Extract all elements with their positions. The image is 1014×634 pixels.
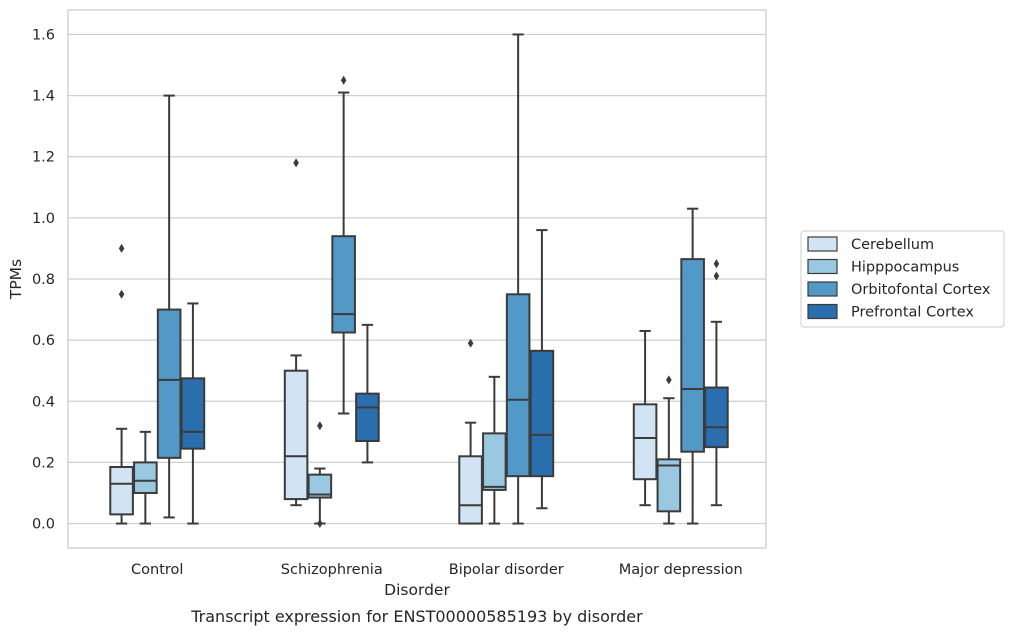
outlier-point <box>317 421 323 431</box>
box-3-0 <box>632 329 658 507</box>
outlier-point <box>118 289 125 299</box>
box-body <box>307 473 333 499</box>
outlier-point <box>467 338 474 348</box>
box-body <box>458 455 483 525</box>
legend-swatch <box>807 236 838 252</box>
box-1-0 <box>283 158 309 507</box>
x-tick-label: Bipolar disorder <box>449 562 564 578</box>
box-body <box>505 293 531 478</box>
x-tick-labels: Control Schizophrenia Bipolar disorder Majo… <box>131 562 743 578</box>
box-1-1 <box>307 421 333 529</box>
box-3-2 <box>680 207 705 525</box>
box-2-1 <box>482 375 507 525</box>
box-0-3 <box>180 302 206 525</box>
legend-frame <box>800 230 1005 328</box>
box-body <box>704 386 729 449</box>
outlier-point <box>118 243 125 253</box>
x-tick-label: Control <box>131 562 183 578</box>
y-tick-label: 0.2 <box>32 455 55 471</box>
y-tick-label: 1.4 <box>32 89 55 105</box>
x-axis-title: Disorder <box>384 581 450 599</box>
chart-caption: Transcript expression for ENST0000058519… <box>190 607 643 626</box>
box-body <box>680 258 705 453</box>
y-axis-title: TPMs <box>7 259 25 300</box>
legend: Cerebellum Hipppocampus Orbitofontal Corte… <box>800 230 1005 328</box>
box-body <box>180 377 206 450</box>
x-tick-label: Schizophrenia <box>281 562 383 578</box>
box-2-0 <box>458 338 483 525</box>
box-body <box>156 308 182 459</box>
box-1-3 <box>355 323 380 464</box>
y-tick-label: 0.6 <box>32 333 55 349</box>
box-body <box>529 349 555 478</box>
outlier-point <box>666 375 672 385</box>
y-tick-label: 1.0 <box>32 211 55 227</box>
box-body <box>283 369 309 501</box>
box-1-2 <box>331 75 356 415</box>
legend-swatch <box>807 303 838 320</box>
plot-frame <box>67 9 767 549</box>
box-body <box>331 235 356 334</box>
outlier-point <box>713 259 720 269</box>
y-tick-labels: 0.0 0.2 0.4 0.6 0.8 1.0 1.2 1.4 1.6 <box>32 27 55 532</box>
box-series <box>109 33 729 529</box>
box-2-3 <box>529 229 555 510</box>
box-body <box>482 432 507 491</box>
box-0-0 <box>109 243 134 525</box>
y-tick-label: 0.8 <box>32 272 55 288</box>
box-body <box>632 403 658 481</box>
legend-label: Orbitofontal Cortex <box>851 282 991 298</box>
outlier-point <box>293 158 299 168</box>
legend-label: Prefrontal Cortex <box>851 305 974 321</box>
outlier-point <box>713 271 720 281</box>
box-3-1 <box>656 375 682 525</box>
x-tick-label: Major depression <box>619 562 743 578</box>
box-body <box>109 465 134 516</box>
box-0-2 <box>156 94 182 519</box>
box-3-3 <box>704 259 729 507</box>
legend-swatch <box>807 281 838 297</box>
y-tick-label: 1.6 <box>32 27 55 43</box>
box-0-1 <box>133 430 158 525</box>
box-body <box>656 458 682 513</box>
y-tick-label: 1.2 <box>32 150 55 166</box>
box-body <box>355 392 380 443</box>
outlier-point <box>340 75 347 85</box>
y-tick-label: 0.4 <box>32 394 55 410</box>
legend-label: Cerebellum <box>851 237 934 253</box>
legend-label: Hipppocampus <box>851 260 959 276</box>
y-tick-label: 0.0 <box>32 517 55 533</box>
box-2-2 <box>505 33 531 525</box>
legend-swatch <box>807 258 838 275</box>
outlier-point <box>317 519 323 529</box>
box-body <box>133 461 158 494</box>
